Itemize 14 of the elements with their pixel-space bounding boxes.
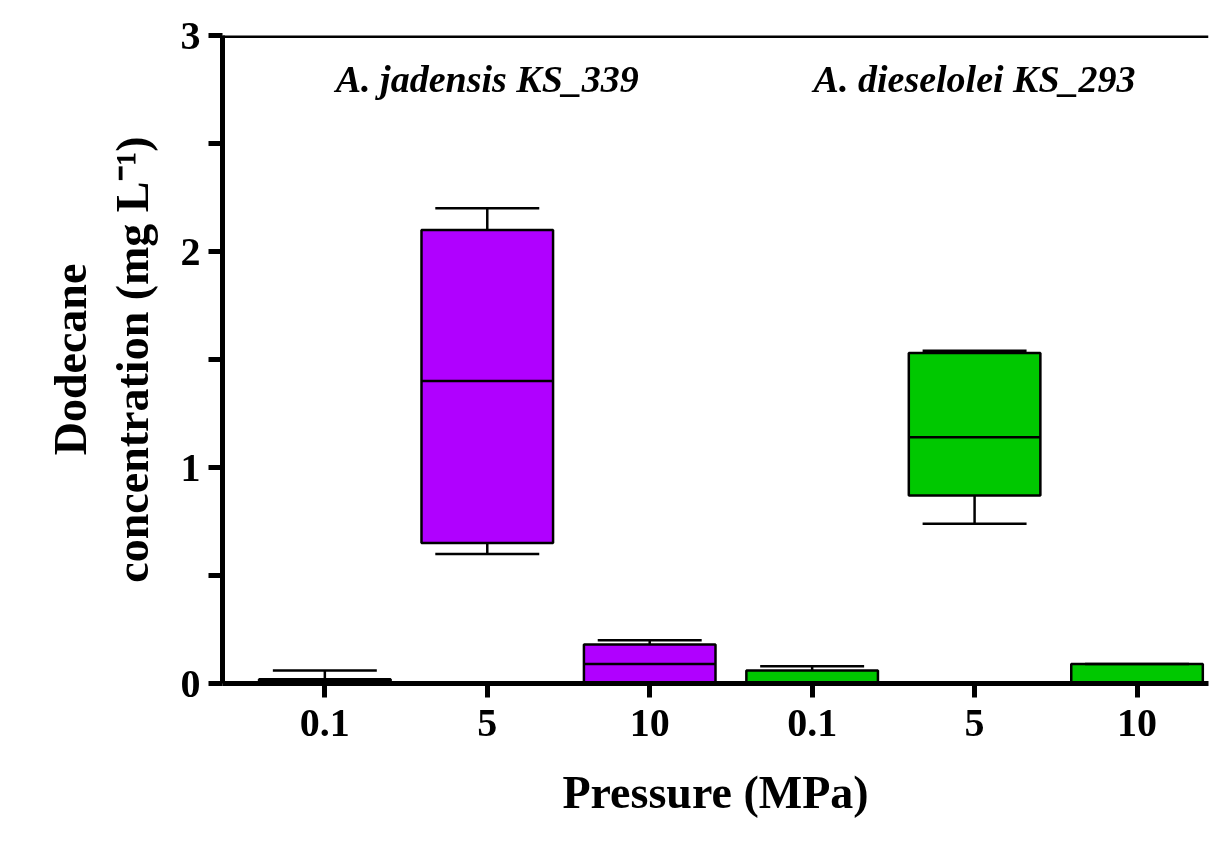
x-tick-label: 10 (629, 699, 670, 745)
x-tick-label: 5 (477, 699, 498, 745)
y-tick-label: 1 (180, 444, 201, 490)
x-axis-title: Pressure (MPa) (562, 766, 869, 818)
x-tick-label: 0.1 (787, 699, 838, 745)
y-tick-label: 0 (180, 660, 201, 706)
x-tick-label: 0.1 (299, 699, 350, 745)
x-tick-label: 5 (964, 699, 985, 745)
y-tick-label: 2 (180, 228, 201, 274)
annotation: A. jadensis KS_339 (333, 58, 639, 101)
y-axis-title: Dodecane concentration (mg L⁻¹) (45, 136, 158, 583)
annotation: A. dieselolei KS_293 (811, 58, 1136, 101)
x-tick-label: 10 (1117, 699, 1158, 745)
y-tick-label: 3 (180, 12, 201, 58)
